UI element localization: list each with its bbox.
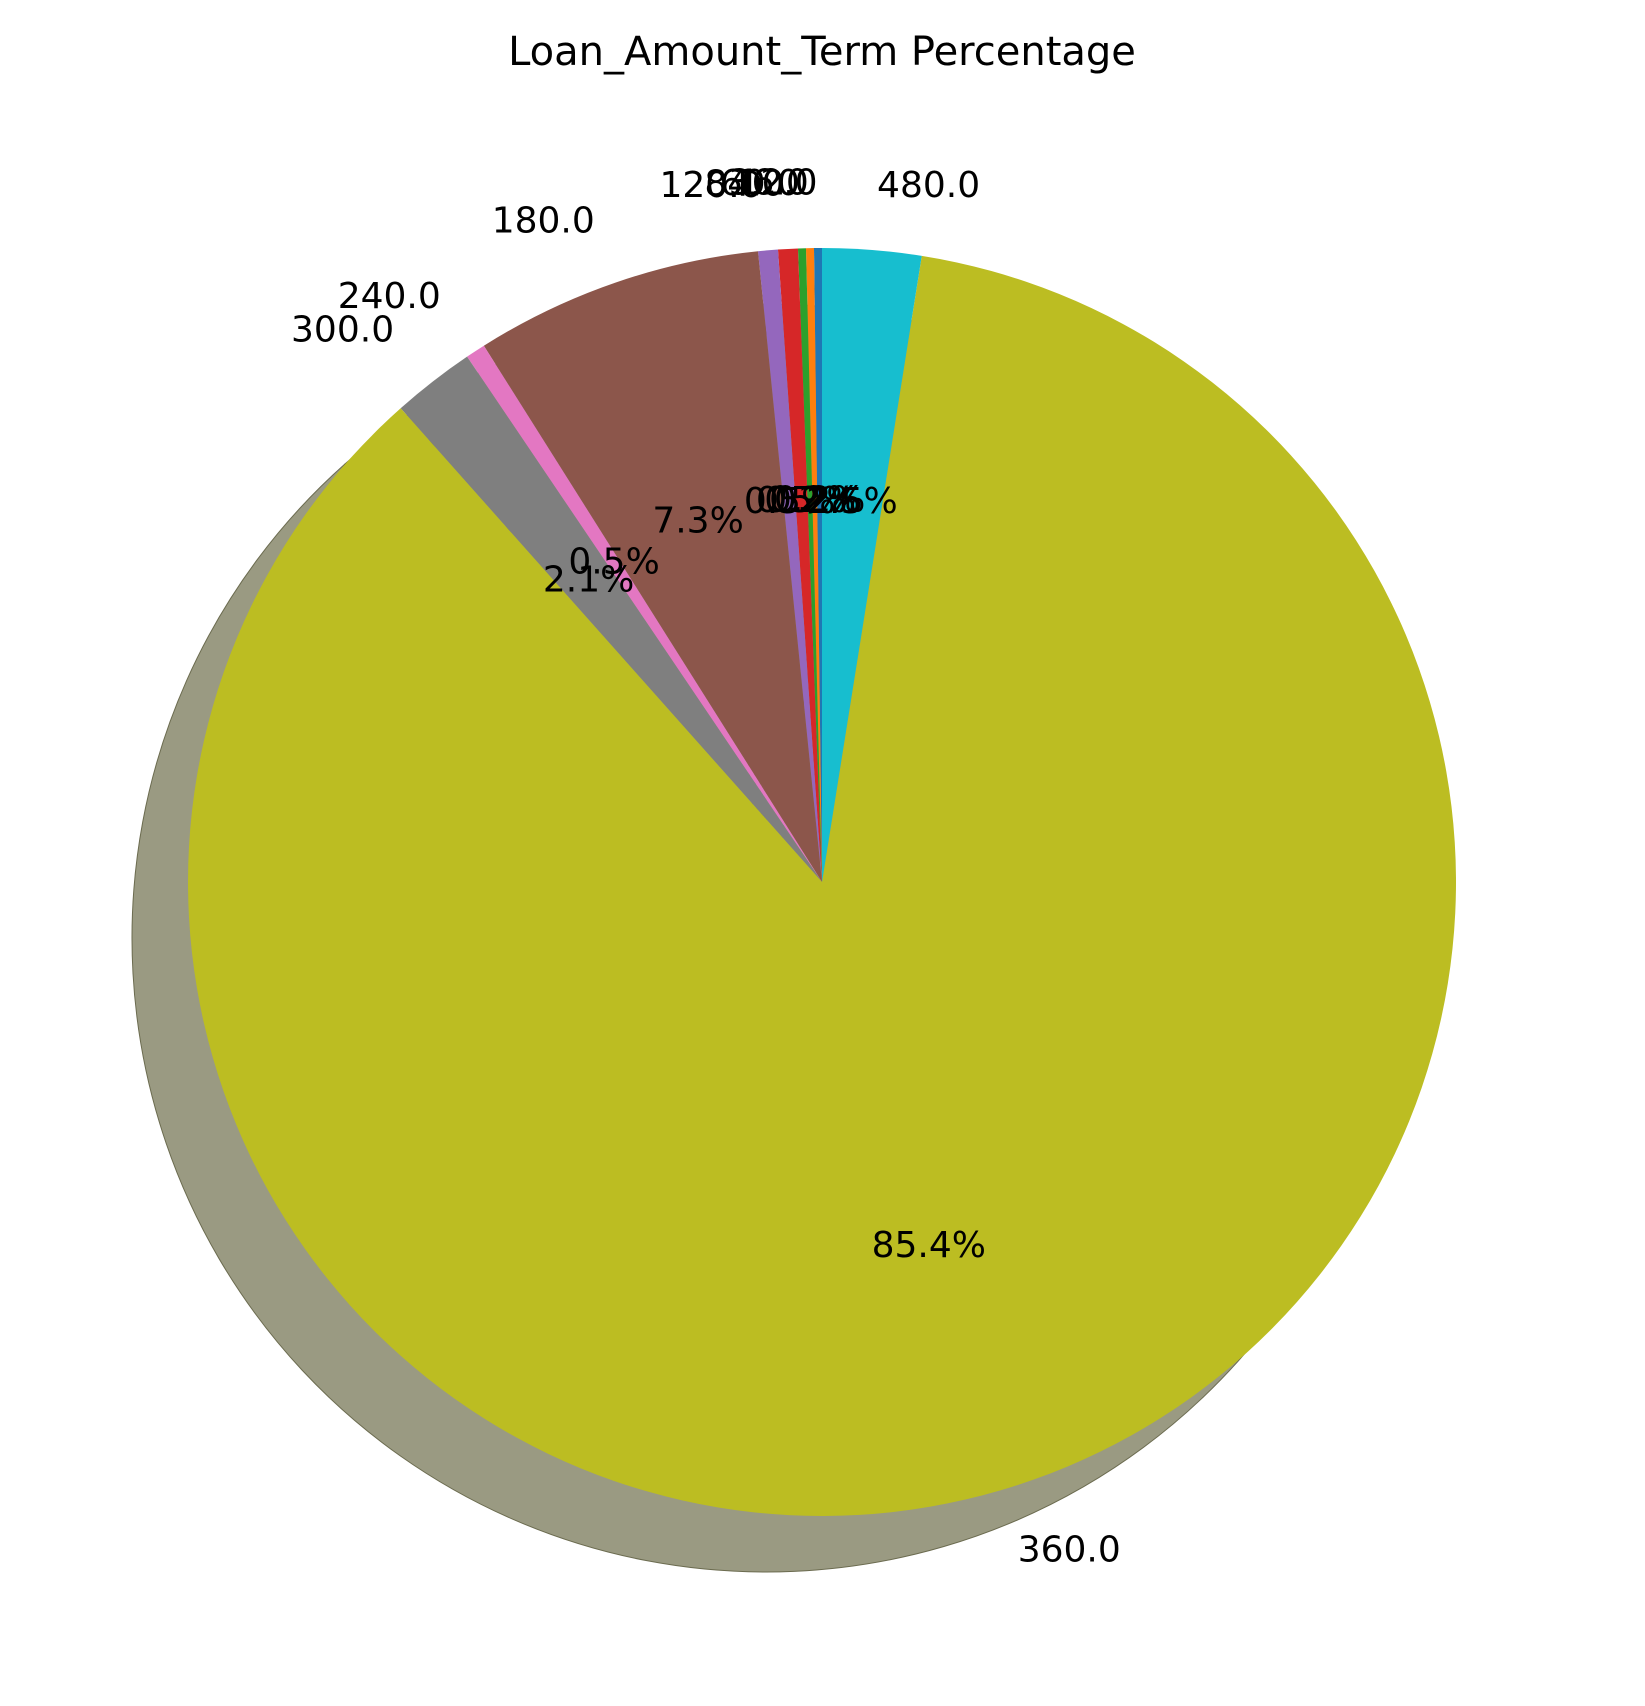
pie-slice-36-0 [805,248,822,882]
slice-value-label-180-0: 7.3% [652,500,743,541]
slice-category-label-12-0: 12.0 [737,163,817,204]
slice-category-label-84-0: 84.0 [704,164,784,205]
pie-slice-480-0 [822,248,922,882]
pie-slice-120-0 [757,249,822,883]
slice-value-label-60-0: 0.2% [764,480,855,521]
pie-slice-240-0 [467,345,822,882]
slice-value-label-120-0: 0.5% [744,481,835,522]
slice-value-label-36-0: 0.2% [769,480,860,521]
slice-category-label-480-0: 480.0 [877,165,980,206]
slice-category-label-360-0: 360.0 [1018,1529,1121,1570]
slice-value-label-84-0: 0.5% [756,480,847,521]
slice-category-label-300-0: 300.0 [291,309,394,350]
slice-value-label-480-0: 2.5% [806,481,897,522]
slice-category-label-36-0: 36.0 [729,163,809,204]
slice-value-label-300-0: 2.1% [543,560,634,601]
slice-category-label-60-0: 60.0 [720,163,800,204]
slice-category-label-240-0: 240.0 [338,276,441,317]
slice-category-label-180-0: 180.0 [492,201,595,242]
pie-slice-300-0 [400,356,822,882]
slice-value-label-240-0: 0.5% [568,541,659,582]
slice-category-label-120-0: 120.0 [659,165,762,206]
pie-slice-60-0 [797,248,822,883]
pie-slices [188,248,1457,1516]
pie-slice-180-0 [483,251,822,883]
slice-value-label-12-0: 0.2% [774,480,865,521]
pie-slice-360-0 [188,255,1457,1516]
pie-slice-84-0 [777,248,822,882]
pie-value-labels: 0.2%0.2%0.2%0.5%0.5%7.3%0.5%2.1%85.4%2.5… [543,480,986,1267]
pie-slice-12-0 [813,248,822,882]
slice-value-label-360-0: 85.4% [872,1225,986,1266]
chart-title: Loan_Amount_Term Percentage [508,29,1136,75]
